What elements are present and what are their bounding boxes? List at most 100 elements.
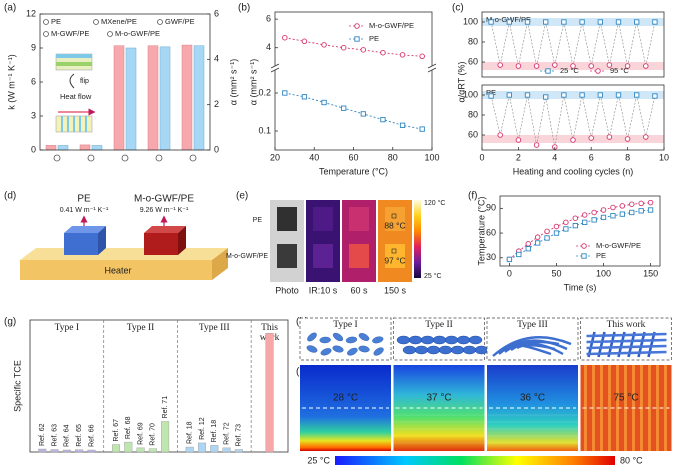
block-top: [144, 226, 186, 233]
bar-label: Ref. 69: [137, 422, 144, 445]
group-title-text: Type I: [54, 323, 80, 333]
cycle-line: [600, 21, 610, 66]
flake: [358, 333, 370, 341]
heater-side: [212, 248, 228, 280]
marker: [282, 34, 288, 41]
legend-marker: [581, 253, 587, 259]
block-front: [64, 233, 98, 255]
plot-frame: [274, 11, 433, 151]
block-side: [178, 226, 186, 255]
y-tick-label: 90: [486, 203, 496, 213]
group-title-text: Type III: [198, 323, 230, 333]
sample: [313, 207, 333, 231]
y-tick-label: 4: [266, 42, 271, 52]
temperature-label: 75 °C: [613, 393, 638, 404]
cycle-line: [563, 21, 574, 67]
flip-arrow: [69, 73, 75, 89]
marker: [600, 214, 607, 221]
bar-label: Ref. 65: [76, 424, 83, 447]
marker: [321, 99, 327, 106]
structure-sketch: [586, 331, 667, 358]
y-tick-label: 3: [31, 110, 36, 120]
bar-label: Ref. 63: [51, 424, 58, 447]
x-axis-label: Time (s): [564, 282, 597, 292]
y-tick-label: 0.2: [258, 87, 271, 97]
bar: [113, 45, 125, 151]
cycle-line: [518, 21, 528, 67]
bar: [147, 45, 159, 151]
sample: [349, 207, 369, 231]
legend-label: M-o-GWF/PE: [115, 29, 160, 38]
y-tick-label: 0.1: [258, 125, 271, 135]
cycle-line: [563, 94, 574, 141]
legend-label: MXene/PE: [101, 17, 137, 26]
y-tick-label: 80: [468, 36, 478, 46]
heater-front: [20, 260, 212, 280]
x-tick-label: 8: [625, 152, 630, 162]
heater-top: [20, 248, 228, 260]
panel-label: (c): [452, 3, 464, 14]
cycle-line: [590, 94, 601, 139]
marker: [399, 122, 406, 128]
marker: [543, 19, 549, 25]
marker: [399, 52, 406, 58]
cycle-line: [581, 21, 592, 67]
marker: [488, 93, 494, 99]
column-label: IR:10 s: [309, 285, 338, 295]
group-title: Type I: [54, 323, 80, 333]
marker: [581, 212, 588, 218]
group-title: Type III: [198, 323, 230, 333]
platelet: [474, 345, 489, 355]
platelet: [426, 345, 441, 355]
flake: [332, 332, 344, 342]
marker: [321, 42, 327, 48]
row-label: PE: [253, 217, 263, 224]
temp-annotation: 88 °C: [384, 220, 405, 230]
marker: [497, 62, 503, 68]
marker: [544, 235, 550, 241]
cycle-line: [536, 96, 546, 146]
legend-icon: [107, 31, 113, 37]
platelet: [462, 345, 477, 355]
bar-label: Ref. 66: [88, 424, 95, 447]
bar: [161, 421, 170, 453]
block-top: [64, 226, 106, 233]
marker: [497, 132, 503, 138]
bar-label: Ref. 62: [39, 423, 46, 446]
platelet: [396, 335, 411, 345]
marker: [282, 90, 288, 96]
break-mark: [427, 63, 437, 73]
marker: [652, 19, 658, 25]
plot-frame: [29, 319, 289, 453]
marker: [610, 213, 616, 219]
y-axis-label: Specific TCE: [12, 360, 22, 412]
bar-label: Ref. 64: [64, 424, 71, 447]
bar: [234, 449, 243, 453]
structure-sketch: [306, 332, 384, 356]
marker: [591, 217, 597, 223]
fiber: [586, 332, 667, 338]
marker: [524, 19, 531, 25]
bar: [222, 447, 231, 453]
cycle-line: [499, 94, 510, 136]
series-line: [509, 209, 651, 260]
plot-frame: [481, 11, 665, 78]
cycle-line: [527, 21, 537, 67]
heater-label: Heater: [104, 265, 131, 275]
platelet: [402, 345, 417, 355]
block-side: [98, 226, 106, 255]
sample-name: M-o-GWF/PE: [134, 194, 194, 205]
marker: [647, 207, 654, 213]
inset-text: flip: [80, 78, 89, 85]
marker: [553, 230, 560, 236]
break-mark: [270, 63, 280, 73]
fiber: [510, 340, 560, 351]
colorbar-label: 80 °C: [620, 455, 643, 465]
cycle-line: [609, 94, 619, 138]
platelet: [420, 335, 435, 345]
x-tick-label: 20: [270, 152, 280, 162]
probe: [391, 248, 397, 254]
marker: [588, 63, 594, 69]
panel-label: (g): [4, 317, 16, 328]
